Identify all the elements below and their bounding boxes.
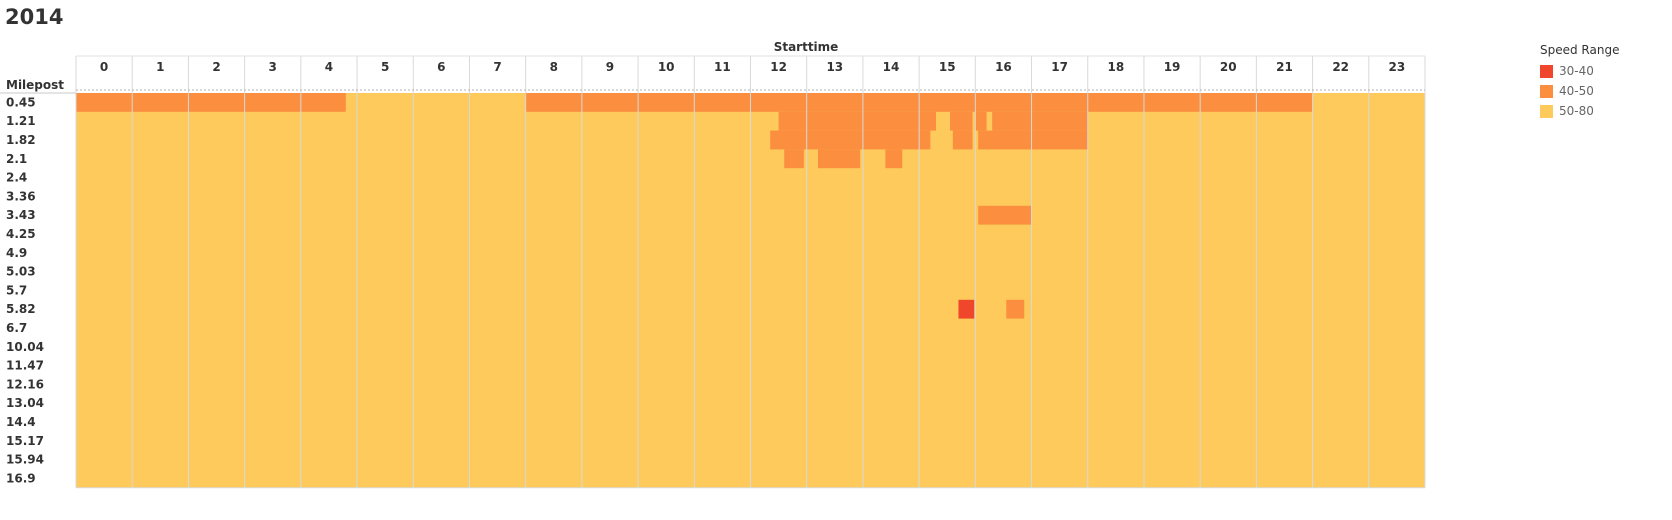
y-tick-label: 4.25: [6, 227, 36, 241]
x-tick-label: 19: [1164, 60, 1181, 74]
y-tick-label: 14.4: [6, 415, 36, 429]
x-tick-label: 1: [156, 60, 164, 74]
heatmap-cell: [952, 130, 973, 150]
x-tick-label: 20: [1220, 60, 1237, 74]
y-tick-labels: 0.45 1.21 1.82 2.1 2.4 3.36 3.43 4.25 4.9 5.03 5.7…: [6, 95, 44, 485]
heatmap-cell: [978, 130, 1088, 150]
heatmap-cell: [992, 111, 1088, 131]
x-tick-label: 7: [493, 60, 501, 74]
y-tick-label: 15.94: [6, 453, 44, 467]
y-tick-label: 13.04: [6, 396, 44, 410]
y-axis-title: Milepost: [6, 78, 64, 92]
heatmap-cell: [978, 205, 1032, 225]
x-tick-label: 5: [381, 60, 389, 74]
x-tick-label: 8: [550, 60, 558, 74]
x-tick-label: 0: [100, 60, 108, 74]
x-tick-label: 10: [658, 60, 675, 74]
heatmap-cell: [76, 93, 346, 112]
x-tick-label: 13: [826, 60, 843, 74]
legend-swatch: [1540, 84, 1553, 98]
y-tick-label: 3.43: [6, 208, 36, 222]
heatmap-cell: [784, 149, 804, 169]
heatmap-cell: [778, 111, 936, 131]
y-tick-label: 16.9: [6, 471, 36, 485]
x-tick-label: 14: [883, 60, 900, 74]
y-tick-label: 1.82: [6, 133, 36, 147]
y-tick-label: 10.04: [6, 340, 44, 354]
legend-item[interactable]: 40-50: [1540, 81, 1619, 101]
x-tick-label: 16: [995, 60, 1012, 74]
legend-title: Speed Range: [1540, 43, 1620, 57]
x-tick-label: 21: [1276, 60, 1293, 74]
y-tick-label: 6.7: [6, 321, 27, 335]
x-tick-label: 2: [212, 60, 220, 74]
legend-swatch: [1540, 64, 1553, 78]
x-tick-label: 4: [325, 60, 333, 74]
heatmap-cell: [975, 111, 987, 131]
heatmap-cell: [885, 149, 903, 169]
y-tick-label: 5.7: [6, 283, 27, 297]
y-tick-label: 5.03: [6, 265, 36, 279]
x-tick-label: 11: [714, 60, 731, 74]
x-tick-label: 18: [1108, 60, 1125, 74]
x-tick-label: 22: [1332, 60, 1349, 74]
legend-swatch: [1540, 104, 1553, 118]
x-tick-label: 9: [606, 60, 614, 74]
y-tick-label: 1.21: [6, 114, 36, 128]
x-tick-label: 3: [269, 60, 277, 74]
heatmap-cell: [770, 130, 931, 150]
legend-label: 40-50: [1559, 84, 1594, 98]
legend-item[interactable]: 50-80: [1540, 101, 1619, 121]
legend-label: 30-40: [1559, 64, 1594, 78]
legend: Speed Range 30-40 40-50 50-80: [1540, 43, 1619, 121]
y-tick-label: 4.9: [6, 246, 27, 260]
heatmap-chart: 0 1 2 3 4 5 6 7 8 9 10 11 12 13 14 15 16 17 18 19 20 21 22 23 0…: [0, 40, 1426, 489]
y-tick-label: 0.45: [6, 95, 36, 109]
y-tick-label: 5.82: [6, 302, 36, 316]
heatmap-cell: [1006, 299, 1025, 319]
page-title: 2014: [5, 5, 64, 29]
y-tick-label: 12.16: [6, 377, 44, 391]
column-grid: [0, 55, 1426, 489]
x-tick-labels: 0 1 2 3 4 5 6 7 8 9 10 11 12 13 14 15 16 17 18 19 20 21 22 23: [100, 60, 1405, 74]
y-tick-label: 15.17: [6, 434, 44, 448]
x-axis-title: Starttime: [774, 40, 839, 54]
legend-label: 50-80: [1559, 104, 1594, 118]
x-tick-label: 12: [770, 60, 787, 74]
x-tick-label: 15: [939, 60, 956, 74]
heatmap-cell: [817, 149, 861, 169]
legend-item[interactable]: 30-40: [1540, 61, 1619, 81]
y-tick-label: 3.36: [6, 189, 36, 203]
x-tick-label: 6: [437, 60, 445, 74]
y-tick-label: 2.1: [6, 152, 27, 166]
x-tick-label: 23: [1389, 60, 1406, 74]
y-tick-label: 11.47: [6, 359, 44, 373]
heatmap-cell: [958, 299, 975, 319]
y-tick-label: 2.4: [6, 171, 27, 185]
x-tick-label: 17: [1051, 60, 1068, 74]
heatmap-cell: [950, 111, 973, 131]
